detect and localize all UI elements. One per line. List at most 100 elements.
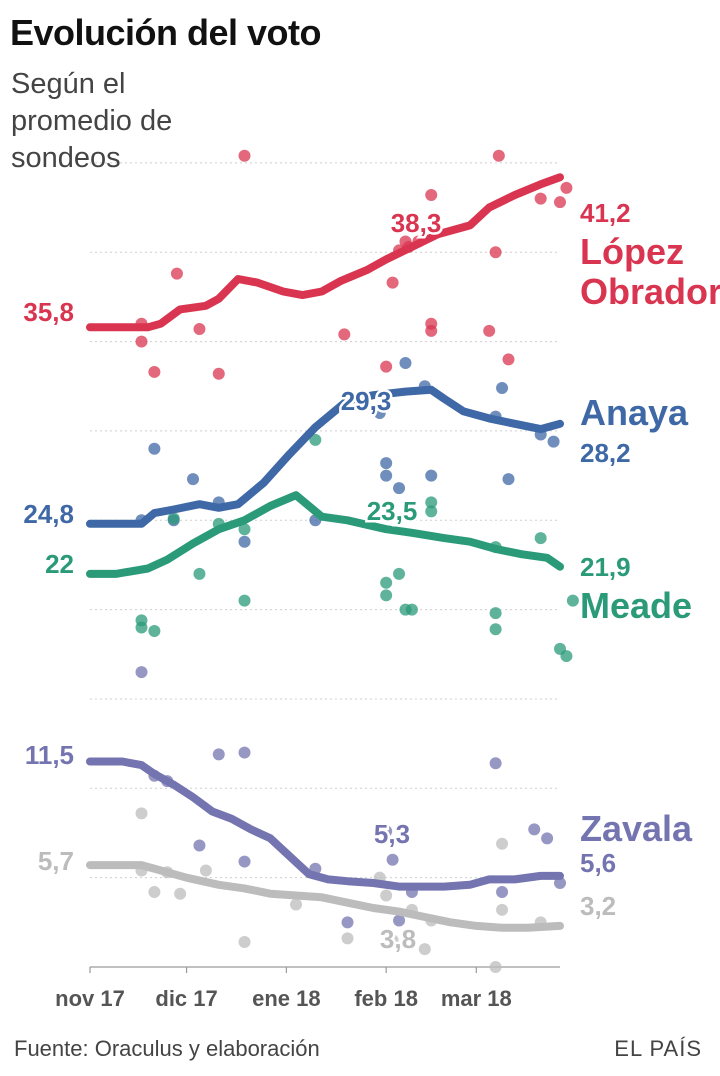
series-line-anaya (86, 385, 564, 528)
mid-value-label-zavala: 5,3 (374, 819, 410, 849)
poll-dot-amlo (425, 189, 438, 202)
start-value-label-anaya: 24,8 (23, 499, 74, 529)
poll-dot-zavala (193, 839, 206, 852)
poll-dot-meade (148, 625, 161, 638)
poll-dot-anaya (373, 407, 386, 420)
poll-dot-amlo (492, 149, 505, 162)
poll-dot-otros (148, 885, 161, 898)
source-note: Fuente: Oraculus y elaboración (14, 1036, 320, 1061)
poll-dot-otros (496, 837, 509, 850)
poll-dot-amlo (554, 196, 566, 209)
poll-dot-meade (560, 650, 573, 663)
poll-dot-zavala (554, 877, 566, 890)
poll-dot-meade (489, 607, 502, 620)
poll-dot-meade (309, 433, 322, 446)
poll-dot-amlo (338, 328, 351, 341)
poll-dot-meade (425, 505, 438, 518)
start-value-label-otros: 5,7 (38, 846, 74, 876)
poll-dot-anaya (502, 473, 515, 486)
chart-title: Evolución del voto (10, 12, 322, 53)
poll-dot-amlo (212, 367, 225, 380)
poll-dot-amlo (425, 324, 438, 337)
mid-value-label-amlo: 38,3 (391, 208, 442, 238)
poll-dot-zavala (541, 832, 554, 845)
start-value-label-meade: 22 (45, 549, 74, 579)
series-name-label-anaya: Anaya (580, 392, 689, 433)
end-value-label-otros: 3,2 (580, 891, 616, 921)
poll-dot-otros (174, 887, 187, 900)
poll-dot-amlo (170, 267, 183, 280)
poll-dot-amlo (135, 335, 148, 348)
poll-dot-zavala (212, 748, 225, 761)
poll-dot-otros (386, 934, 399, 947)
poll-dot-meade (489, 623, 502, 636)
chart-subtitle: Según el promedio de sondeos (11, 68, 173, 174)
poll-dot-zavala (496, 885, 509, 898)
poll-dot-anaya (547, 435, 560, 448)
end-value-label-zavala: 5,6 (580, 848, 616, 878)
poll-dot-zavala (528, 823, 541, 836)
poll-dot-amlo (560, 181, 573, 194)
poll-dot-zavala (135, 666, 148, 679)
series-name-label-zavala: Zavala (580, 808, 693, 849)
poll-dot-meade (238, 594, 251, 607)
poll-dot-meade (135, 621, 148, 634)
start-value-label-amlo: 35,8 (23, 297, 74, 327)
poll-dot-amlo (148, 365, 161, 378)
poll-dot-amlo (193, 323, 206, 336)
poll-dot-zavala (380, 825, 393, 838)
poll-dot-anaya (496, 382, 509, 395)
mid-value-label-meade: 23,5 (367, 496, 418, 526)
poll-dot-otros (341, 932, 354, 945)
poll-dot-meade (393, 567, 406, 580)
poll-dot-otros (380, 889, 393, 902)
poll-dot-amlo (483, 324, 496, 337)
poll-dot-meade (167, 512, 180, 525)
x-tick-label: nov 17 (55, 986, 125, 1011)
poll-dot-otros (135, 807, 148, 820)
poll-dot-anaya (393, 482, 406, 495)
x-tick-label: feb 18 (354, 986, 418, 1011)
poll-dot-meade (405, 603, 418, 616)
poll-dot-zavala (341, 916, 354, 929)
poll-dot-meade (193, 567, 206, 580)
poll-dot-zavala (386, 853, 399, 866)
series-name-label-meade: Meade (580, 585, 692, 626)
end-value-label-amlo: 41,2 (580, 198, 631, 228)
mid-value-label-otros: 3,8 (380, 924, 416, 954)
poll-dot-amlo (238, 149, 251, 162)
start-value-label-zavala: 11,5 (25, 740, 74, 770)
poll-dot-anaya (380, 457, 393, 470)
poll-dot-meade (425, 496, 438, 509)
poll-dot-otros (489, 961, 502, 973)
poll-dot-meade (380, 576, 393, 589)
end-value-label-anaya: 28,2 (580, 438, 631, 468)
poll-dot-anaya (425, 469, 438, 482)
poll-dot-anaya (148, 442, 161, 455)
end-value-label-meade: 21,9 (580, 552, 631, 582)
poll-dot-zavala (238, 855, 251, 868)
x-tick-label: dic 17 (155, 986, 217, 1011)
series-line-meade (86, 491, 564, 578)
poll-dot-meade (534, 532, 547, 545)
mid-value-label-anaya: 29,3 (341, 386, 392, 416)
poll-dot-otros (238, 935, 251, 948)
poll-dot-otros (496, 903, 509, 916)
poll-dot-anaya (380, 469, 393, 482)
poll-dot-amlo (534, 192, 547, 205)
series-line-amlo (86, 173, 564, 332)
poll-dot-zavala (489, 757, 502, 770)
poll-dot-otros (290, 898, 303, 911)
series-name-label-amlo: López (580, 231, 684, 272)
poll-dot-amlo (380, 360, 393, 373)
poll-dot-meade (566, 594, 579, 607)
x-tick-label: mar 18 (441, 986, 512, 1011)
poll-dot-amlo (489, 246, 502, 259)
poll-dot-anaya (238, 535, 251, 548)
poll-dot-amlo (386, 276, 399, 289)
x-tick-label: ene 18 (252, 986, 321, 1011)
poll-dot-meade (380, 589, 393, 602)
poll-dot-anaya (187, 473, 200, 486)
series-name-label-amlo: Obrador (580, 271, 720, 312)
